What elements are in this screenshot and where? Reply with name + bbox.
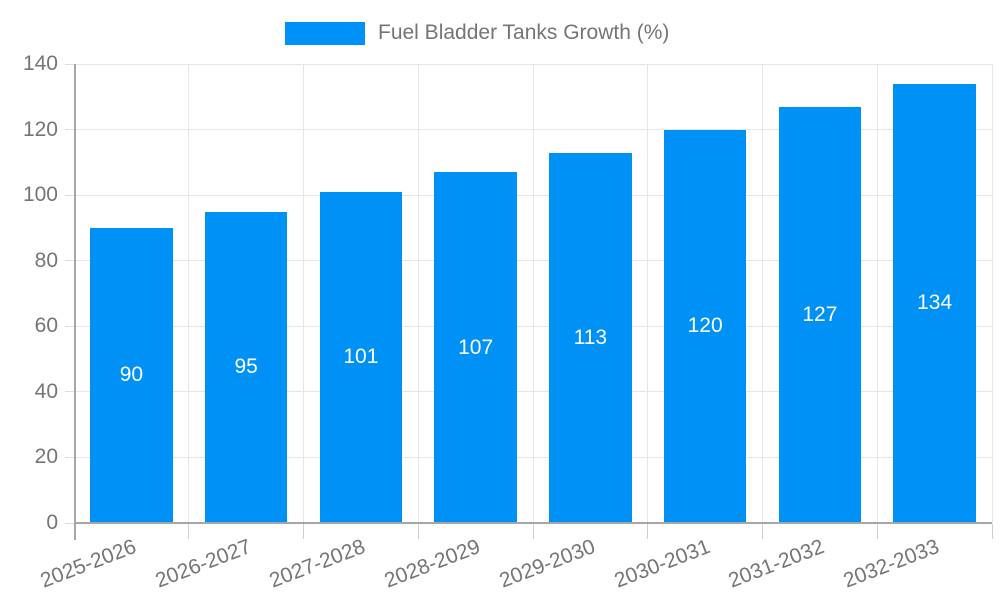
bar-value-label: 95	[234, 355, 258, 379]
y-axis-tick	[65, 260, 74, 262]
bar	[893, 83, 976, 523]
y-axis-tick	[65, 522, 74, 524]
bar	[663, 129, 747, 523]
y-axis-tick-label: 60	[34, 314, 58, 338]
legend-label: Fuel Bladder Tanks Growth (%)	[378, 21, 670, 44]
bar-value-label: 113	[573, 325, 608, 349]
bar	[549, 152, 632, 523]
y-axis-tick-label: 80	[34, 248, 58, 272]
y-axis-tick	[65, 194, 74, 196]
x-axis-tick	[417, 524, 419, 539]
y-axis-tick-label: 100	[22, 183, 58, 207]
bar-value-label: 107	[458, 335, 494, 359]
x-gridline	[647, 64, 649, 523]
x-axis-tick	[303, 524, 304, 539]
y-axis-tick-label: 140	[22, 52, 58, 75]
x-gridline	[188, 64, 190, 523]
bar	[90, 227, 173, 523]
plot-area: 90 95 101 107 113 120 127 134	[65, 63, 993, 540]
x-axis-tick	[876, 524, 878, 539]
bar	[434, 172, 517, 523]
x-gridline	[876, 64, 878, 523]
y-axis-tick-label: 0	[46, 511, 58, 534]
x-gridline	[303, 64, 304, 523]
y-axis-tick	[65, 391, 74, 393]
bar-value-label: 90	[119, 363, 144, 387]
y-axis-tick	[65, 129, 74, 131]
x-axis-tick-label: 2026-2027	[152, 535, 255, 593]
bar-value-label: 120	[687, 314, 723, 338]
x-axis-tick	[532, 524, 534, 539]
bar-value-label: 134	[917, 291, 953, 315]
bar-value-label: 101	[343, 345, 379, 369]
bar	[319, 191, 403, 523]
legend-swatch	[285, 21, 365, 45]
x-gridline	[532, 64, 534, 523]
x-axis-tick-label: 2031-2032	[725, 535, 828, 593]
x-axis-tick	[762, 524, 763, 539]
legend[interactable]: Fuel Bladder Tanks Growth (%)	[285, 21, 669, 45]
x-axis-tick-label: 2027-2028	[266, 535, 369, 593]
x-axis-line	[74, 522, 992, 524]
y-axis-tick	[65, 63, 74, 65]
x-axis-tick-label: 2028-2029	[381, 535, 484, 593]
x-axis-tick-label: 2032-2033	[840, 535, 943, 593]
y-axis-tick	[65, 325, 74, 327]
bar-value-label: 127	[802, 302, 838, 326]
x-axis-tick-label: 2030-2031	[611, 535, 714, 593]
x-axis-tick	[188, 524, 190, 539]
y-axis-line	[74, 64, 76, 540]
y-axis-tick	[65, 456, 74, 458]
x-gridline	[417, 64, 419, 523]
bar	[204, 211, 288, 523]
x-gridline	[762, 64, 763, 523]
x-axis-tick	[647, 524, 649, 539]
y-axis-tick-label: 120	[22, 117, 58, 141]
bar	[778, 106, 862, 523]
x-gridline	[991, 64, 993, 523]
x-axis-tick-label: 2029-2030	[496, 535, 599, 593]
y-axis-tick-label: 40	[34, 379, 58, 403]
x-axis-tick-label: 2025-2026	[37, 535, 140, 593]
x-axis-tick	[991, 524, 993, 539]
y-axis-tick-label: 20	[34, 445, 58, 469]
